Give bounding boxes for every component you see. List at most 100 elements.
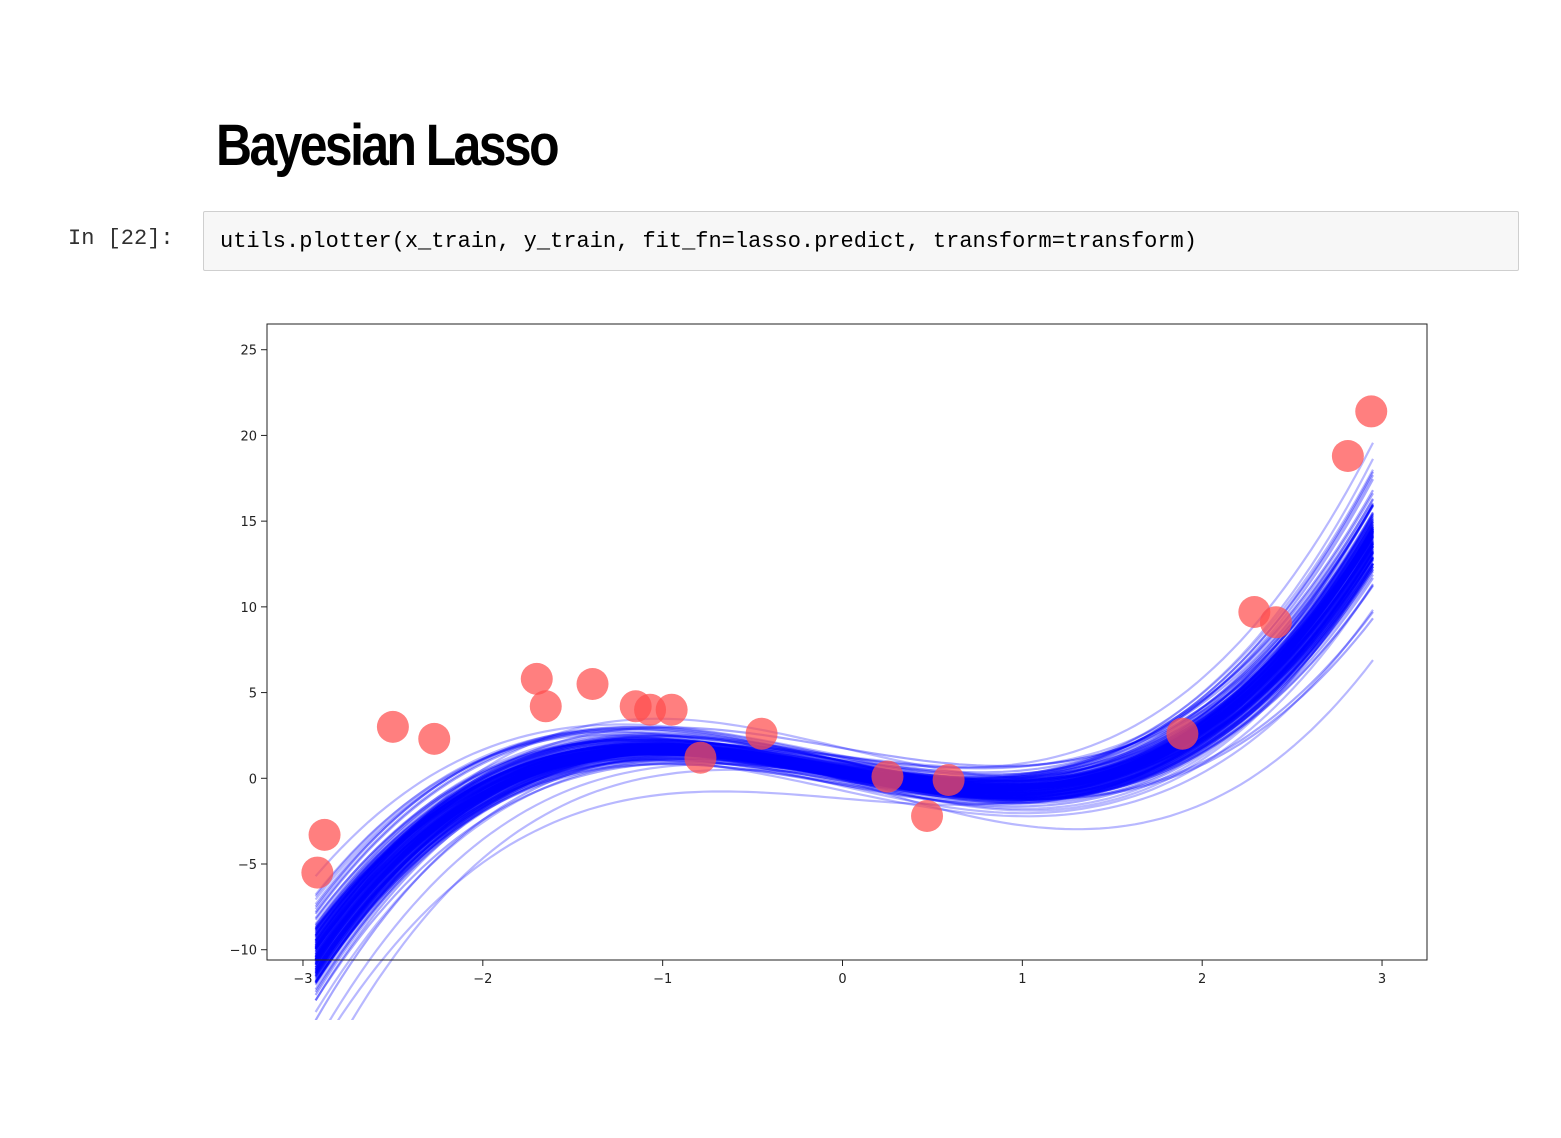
fit-curve [314, 492, 1374, 953]
data-point [529, 690, 562, 723]
fit-curve [314, 529, 1374, 877]
y-tick-label: 10 [240, 601, 257, 616]
fit-curve [314, 557, 1374, 961]
fit-curve [314, 545, 1374, 942]
fit-curve [314, 540, 1374, 958]
fit-curve [314, 558, 1374, 945]
fit-curve [314, 522, 1374, 966]
fit-curve [314, 529, 1374, 930]
fit-curve [314, 617, 1374, 931]
fit-curve [314, 514, 1374, 976]
fit-curve [314, 526, 1374, 970]
fit-curve [314, 528, 1374, 953]
y-tick-label: 15 [240, 515, 257, 530]
fit-curve [314, 504, 1374, 971]
fit-curve [314, 557, 1374, 934]
fit-curve [314, 565, 1374, 896]
fit-curve [314, 521, 1374, 936]
code-input-cell[interactable]: utils.plotter(x_train, y_train, fit_fn=l… [203, 211, 1519, 271]
fit-curve [314, 521, 1374, 944]
x-tick-label: −2 [473, 972, 492, 987]
fit-curve [314, 577, 1374, 939]
data-point [655, 693, 688, 726]
code-line[interactable]: utils.plotter(x_train, y_train, fit_fn=l… [220, 229, 1197, 254]
data-point [418, 722, 451, 755]
fit-curve [314, 609, 1374, 929]
fit-curve [314, 552, 1374, 960]
fit-curve [314, 557, 1374, 950]
section-heading: Bayesian Lasso [216, 113, 560, 178]
fit-curve [314, 563, 1374, 973]
data-point [1355, 395, 1388, 428]
fit-curve [314, 570, 1374, 937]
y-tick-label: 20 [240, 429, 257, 444]
data-point [1259, 606, 1292, 639]
fit-curve [314, 530, 1374, 942]
output-plot: −3 −2 −1 0 1 2 3 −10 −5 0 5 10 15 20 25 [200, 300, 1460, 1020]
data-point [576, 668, 609, 700]
fit-curve [314, 499, 1374, 982]
x-tick-label: 3 [1378, 972, 1386, 987]
y-tick-label: −10 [230, 944, 257, 959]
fit-curve [314, 562, 1374, 919]
x-tick-label: −1 [653, 972, 672, 987]
fit-curve [314, 565, 1374, 947]
fit-curve [314, 502, 1374, 957]
y-tick-label: −5 [238, 858, 257, 873]
fit-curve [314, 518, 1374, 984]
fit-curve [314, 478, 1374, 959]
data-point [871, 760, 904, 793]
fit-curve [314, 553, 1374, 934]
fit-curve [314, 505, 1374, 958]
data-point [376, 710, 409, 743]
fit-curve [314, 469, 1374, 977]
fit-curve [314, 504, 1374, 977]
fit-curve [314, 525, 1374, 972]
data-point [308, 818, 341, 851]
fit-curve [314, 513, 1374, 1020]
data-point [684, 741, 717, 774]
fit-curve [314, 568, 1374, 963]
y-tick-label: 0 [249, 772, 257, 787]
fit-curve [314, 550, 1374, 937]
fit-curve [314, 611, 1374, 977]
data-point [301, 856, 334, 889]
fit-curve [314, 489, 1374, 983]
plot-frame [266, 323, 1428, 961]
data-point [745, 717, 778, 750]
data-point [911, 800, 944, 832]
fit-curve [314, 505, 1374, 966]
fit-curve [314, 659, 1374, 905]
fit-curve [314, 514, 1374, 975]
fit-curve [314, 563, 1374, 936]
fit-curve [314, 573, 1374, 950]
fit-curve [314, 525, 1374, 910]
fit-curve [314, 548, 1374, 940]
y-tick-label: 5 [249, 687, 257, 702]
fit-curve [314, 551, 1374, 929]
fit-curve [314, 562, 1374, 901]
fit-curve [314, 528, 1374, 961]
fit-curve [314, 531, 1374, 948]
fit-curve [314, 563, 1374, 943]
fit-curve [314, 552, 1374, 952]
fit-curves-group [314, 442, 1374, 1020]
fit-curve [314, 557, 1374, 908]
fit-curve [314, 557, 1374, 952]
data-point [520, 662, 553, 695]
fit-curve [314, 516, 1374, 946]
fit-curve [350, 458, 1374, 1020]
fit-curve [314, 512, 1374, 983]
fit-curve [314, 538, 1374, 971]
fit-curve [314, 550, 1374, 951]
fit-curve [314, 566, 1374, 961]
cell-input-prompt: In [22]: [68, 226, 174, 251]
fit-curve [314, 585, 1374, 931]
data-point [1166, 717, 1199, 750]
fit-curve [314, 516, 1374, 963]
fit-curve [314, 563, 1374, 947]
fit-curve [314, 474, 1374, 1001]
fit-curve [314, 471, 1374, 978]
fit-curve [314, 503, 1374, 938]
